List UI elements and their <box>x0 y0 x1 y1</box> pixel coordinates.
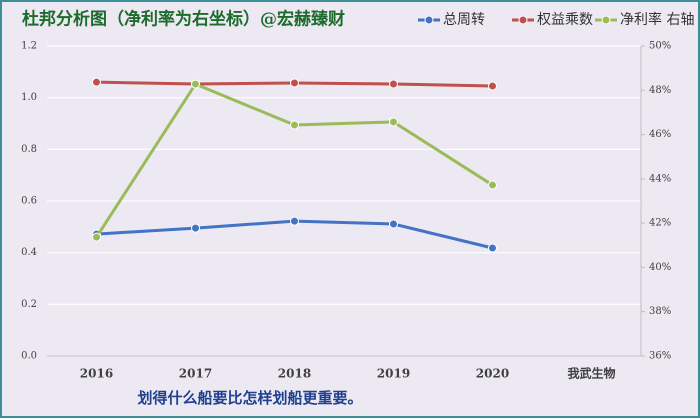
x-tick-label: 2020 <box>476 367 509 381</box>
x-tick-label: 2019 <box>377 367 410 381</box>
y-tick-label: 0.4 <box>21 247 37 258</box>
y-tick-label: 0.8 <box>21 144 37 155</box>
x-tick-label: 我武生物 <box>567 366 615 381</box>
point <box>389 79 398 89</box>
y2-tick-label: 50% <box>649 41 671 52</box>
point <box>389 219 398 229</box>
point <box>290 216 299 226</box>
point <box>92 77 101 87</box>
point <box>488 81 497 91</box>
y-tick-label: 0.6 <box>21 196 37 207</box>
y2-tick-label: 42% <box>649 218 671 229</box>
point <box>488 243 497 253</box>
y2-tick-label: 40% <box>649 262 671 273</box>
x-tick-label: 2017 <box>179 367 212 381</box>
legend-marker <box>424 15 434 25</box>
x-tick-label: 2018 <box>278 367 311 381</box>
point <box>290 78 299 88</box>
y-tick-label: 1.2 <box>21 41 37 52</box>
point <box>191 79 200 89</box>
y2-tick-label: 48% <box>649 85 671 96</box>
y2-tick-label: 44% <box>649 173 671 184</box>
legend-marker <box>518 15 528 25</box>
point <box>92 232 101 242</box>
footer: 划得什么船要比怎样划船更重要。 <box>137 389 362 407</box>
point <box>290 120 299 130</box>
y2-tick-label: 38% <box>649 306 671 317</box>
y-tick-label: 0.0 <box>21 351 37 362</box>
legend-marker <box>601 15 611 25</box>
legend-label: 总周转 <box>443 12 485 28</box>
y2-tick-label: 36% <box>649 351 671 362</box>
x-tick-label: 2016 <box>80 367 113 381</box>
chart-title: 杜邦分析图（净利率为右坐标）@宏赫臻财 <box>22 9 345 30</box>
point <box>488 180 497 190</box>
y-tick-label: 1.0 <box>21 92 37 103</box>
legend-label: 净利率 右轴 <box>620 11 694 28</box>
y2-tick-label: 46% <box>649 129 671 140</box>
point <box>191 223 200 233</box>
point <box>389 117 398 127</box>
legend-label: 权益乘数 <box>537 12 593 28</box>
y-tick-label: 0.2 <box>21 299 37 310</box>
